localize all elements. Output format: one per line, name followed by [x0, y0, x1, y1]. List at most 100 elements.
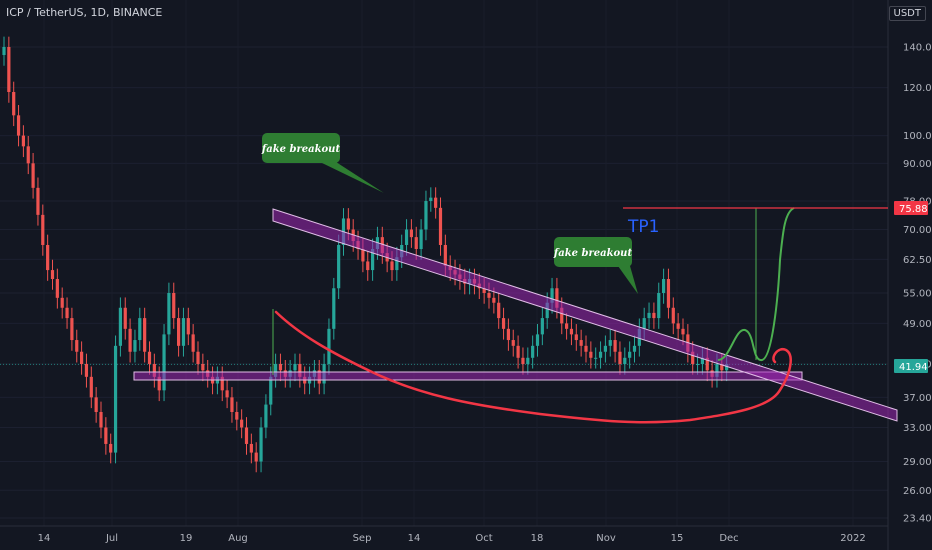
candle-body [50, 270, 55, 280]
candle-body [511, 340, 515, 346]
time-tick-label: Sep [353, 533, 372, 544]
candle-body [725, 363, 729, 371]
price-tick-label: 140.00 [903, 43, 932, 54]
candle-body [157, 376, 161, 391]
annotation-bubble-1 [262, 133, 340, 163]
candle-body [60, 297, 64, 308]
candle-body [332, 288, 336, 329]
candle-body [545, 302, 549, 319]
candle-body [94, 397, 98, 412]
candle-body [269, 376, 273, 405]
candle-body [395, 257, 399, 271]
candle-body [264, 404, 268, 428]
price-tick-label: 29.00 [903, 457, 932, 468]
candle-body [429, 197, 433, 202]
candle-body [249, 443, 253, 453]
candle-body [608, 340, 612, 346]
candle-body [143, 318, 147, 352]
candle-body [482, 288, 486, 293]
candle-body [419, 229, 423, 250]
annotation-text-2: fake breakout [553, 248, 633, 259]
candle-body [501, 318, 506, 329]
current-price-tag-text: 41.94 [899, 362, 928, 373]
candle-body [618, 351, 622, 364]
candle-body [244, 427, 249, 444]
candle-body [36, 187, 40, 215]
time-tick-label: 15 [671, 533, 684, 544]
candle-body [506, 328, 510, 341]
candle-body [138, 318, 142, 341]
candle-body [191, 334, 195, 352]
price-tick-label: 100.00 [903, 131, 932, 142]
candle-body [560, 307, 564, 324]
candle-body [167, 292, 171, 335]
candle-body [705, 357, 709, 371]
candle-body [133, 340, 137, 352]
candle-body [278, 363, 283, 371]
price-tick-label: 70.00 [903, 225, 932, 236]
candle-body [113, 345, 118, 453]
candle-body [695, 363, 700, 365]
cup-curve-drawing [274, 310, 792, 424]
candle-body [565, 323, 569, 329]
candle-body [632, 345, 637, 352]
candle-body [438, 207, 443, 245]
candle-body [666, 279, 671, 308]
candle-body [46, 244, 50, 271]
candle-body [574, 334, 578, 341]
candle-body [540, 318, 544, 335]
annotation-text-1: fake breakout [261, 144, 341, 155]
candle-body [662, 279, 666, 293]
candle-body [671, 307, 675, 324]
candle-body [642, 318, 646, 329]
price-tick-label: 37.00 [903, 393, 932, 404]
candle-body [652, 312, 656, 319]
candle-body [104, 427, 108, 444]
candle-body [274, 363, 278, 377]
candle-body [235, 411, 239, 420]
price-tick-label: 23.40 [903, 514, 932, 525]
candle-body [177, 318, 181, 346]
candle-body [555, 288, 559, 308]
candle-body [424, 201, 428, 230]
candle-body [109, 443, 113, 453]
candle-body [327, 328, 331, 364]
price-tick-label: 120.00 [903, 83, 932, 94]
candle-body [516, 345, 520, 358]
candle-body [196, 351, 200, 364]
descending-trendline-zone [272, 208, 898, 422]
time-tick-label: Jul [105, 533, 118, 544]
candle-body [414, 237, 418, 250]
time-tick-label: 19 [180, 533, 193, 544]
candle-body [89, 376, 93, 398]
candle-body [589, 351, 593, 358]
candle-body [55, 279, 59, 298]
candle-body [371, 249, 375, 271]
projection-path [717, 207, 795, 361]
price-tick-label: 55.00 [903, 288, 932, 299]
candle-body [293, 363, 297, 371]
candle-body [700, 357, 704, 364]
candle-body [681, 328, 685, 335]
candle-body [41, 214, 45, 245]
candle-body [409, 229, 413, 238]
candle-body [172, 292, 176, 319]
candle-body [186, 318, 190, 335]
candle-body [254, 452, 258, 462]
candle-body [75, 340, 79, 352]
candle-body [526, 357, 530, 364]
candle-body [123, 307, 127, 329]
candle-body [220, 376, 224, 391]
current-price-tag [894, 359, 928, 373]
candle-body [346, 218, 350, 230]
candle-body [118, 307, 122, 346]
candle-body [628, 351, 632, 358]
currency-unit[interactable]: USDT [888, 6, 926, 21]
candle-body [162, 334, 166, 391]
candle-body [12, 92, 16, 116]
candle-body [147, 351, 152, 364]
price-tick-label: 62.50 [903, 255, 932, 266]
candle-body [240, 419, 244, 428]
annotation-pointer-2 [618, 266, 638, 294]
candle-body [390, 261, 394, 271]
